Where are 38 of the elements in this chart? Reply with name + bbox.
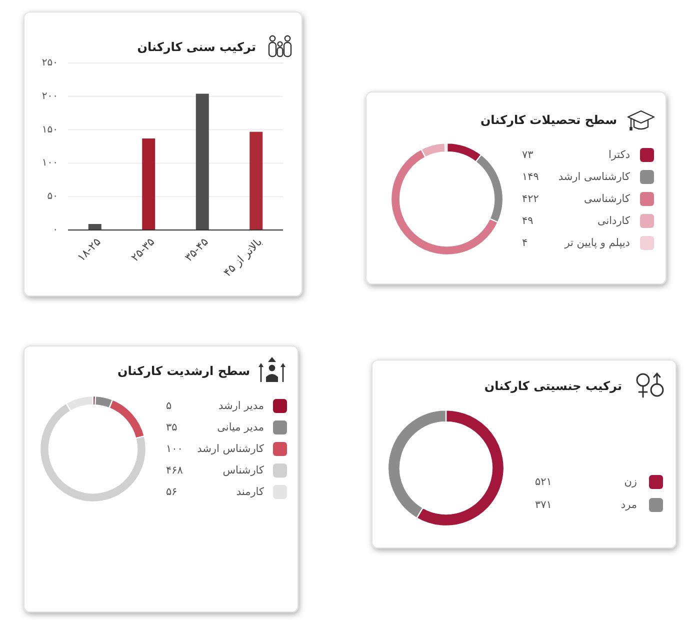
y-tick-label: ۵۰: [47, 191, 58, 202]
chart-title: سطح تحصیلات کارکنان: [480, 113, 617, 127]
y-tick-label: ۲۵۰: [42, 58, 58, 68]
y-tick-label: ۰: [52, 224, 58, 236]
legend-label: کارشناسی: [584, 193, 630, 205]
data-label: ۵۶: [166, 486, 178, 498]
legend-label: کاردانی: [597, 215, 630, 227]
data-label: ۷۳: [522, 149, 534, 161]
x-tick-label: ۳۵-۴۵: [182, 235, 212, 264]
data-label: ۴۶۸: [166, 464, 184, 476]
chart-title: سطح ارشدیت کارکنان: [118, 364, 250, 378]
x-tick-label: بالاتر از ۴۵: [220, 235, 265, 280]
legend-label: کارمند: [236, 486, 264, 498]
chart-title: ترکیب سنی کارکنان: [137, 40, 256, 54]
data-label: ۴۲۲: [522, 193, 540, 205]
chart-title: ترکیب جنسیتی کارکنان: [484, 379, 622, 393]
x-tick-label: ۲۵-۳۵: [128, 235, 158, 264]
legend-label: مدیر ارشد: [218, 400, 264, 412]
data-label: ۱۴۹: [522, 171, 540, 183]
data-label: ۵۲۱: [535, 476, 552, 488]
y-tick-label: ۲۰۰: [42, 90, 58, 102]
legend-label: کارشناسی ارشد: [558, 171, 630, 183]
legend-label: دیپلم و پایین تر: [564, 237, 630, 249]
data-label: ۱۰۰: [166, 443, 183, 455]
y-tick-label: ۱۰۰: [42, 158, 58, 169]
data-label: ۵: [166, 400, 172, 412]
data-label: ۳۷۱: [535, 499, 552, 511]
data-label: ۴: [522, 237, 528, 249]
y-tick-label: ۱۵۰: [42, 124, 58, 136]
legend-label: زن: [624, 476, 637, 488]
legend-label: دکترا: [608, 149, 630, 161]
x-tick-label: ۱۸-۲۵: [74, 235, 104, 264]
data-label: ۴۹: [522, 215, 534, 227]
legend-label: کارشناس: [222, 464, 264, 476]
legend-label: مرد: [620, 499, 637, 511]
data-label: ۳۵: [166, 422, 178, 434]
legend-label: کارشناس ارشد: [197, 443, 264, 455]
legend-label: مدیر میانی: [217, 422, 264, 434]
